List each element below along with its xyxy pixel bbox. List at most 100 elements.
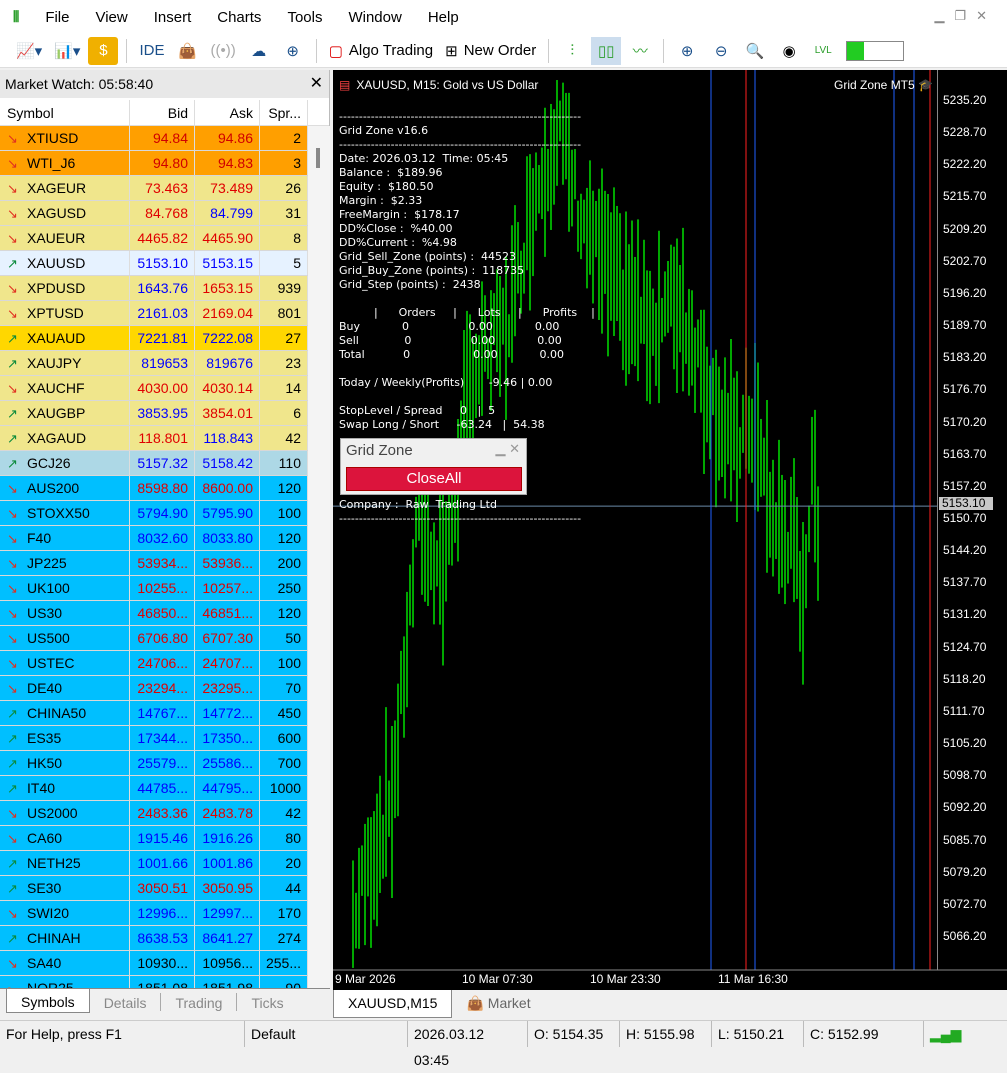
account-icon[interactable]: ◉ xyxy=(782,42,796,60)
overlay-line: Margin : $2.33 xyxy=(339,194,423,207)
spread: 100 xyxy=(260,651,308,675)
symbol-row[interactable]: ↘ XPDUSD 1643.76 1653.15 939 xyxy=(0,276,308,301)
ask: 7222.08 xyxy=(195,326,260,350)
col-ask[interactable]: Ask xyxy=(195,100,260,125)
ask: 3854.01 xyxy=(195,401,260,425)
indicators-icon[interactable]: 📊▾ xyxy=(54,42,81,60)
bid: 8638.53 xyxy=(130,926,195,950)
overlay-line: StopLevel / Spread 0 | 5 xyxy=(339,404,496,417)
symbol-row[interactable]: ↗ NETH25 1001.66 1001.86 20 xyxy=(0,851,308,876)
symbol-row[interactable]: ↗ SE30 3050.51 3050.95 44 xyxy=(0,876,308,901)
symbol-row[interactable]: ↘ STOXX50 5794.90 5795.90 100 xyxy=(0,501,308,526)
bar-chart-icon[interactable]: ⫶ xyxy=(570,42,575,59)
symbol-row[interactable]: ↘ AUS200 8598.80 8600.00 120 xyxy=(0,476,308,501)
market-watch-scrollbar[interactable] xyxy=(308,126,330,988)
symbol-row[interactable]: ↘ XAGEUR 73.463 73.489 26 xyxy=(0,176,308,201)
window-controls[interactable]: ▁❐✕ xyxy=(934,8,997,23)
tab-xauusd-m15[interactable]: XAUUSD,M15 xyxy=(333,990,453,1018)
lvl-icon[interactable]: LVL xyxy=(814,45,832,56)
zoom-out-icon[interactable]: ⊖ xyxy=(714,42,728,60)
symbol-row[interactable]: ↘ US2000 2483.36 2483.78 42 xyxy=(0,801,308,826)
symbol: XAGAUD xyxy=(27,429,87,446)
symbol-row[interactable]: ↗ CHINAH 8638.53 8641.27 274 xyxy=(0,926,308,951)
ide-button[interactable]: IDE xyxy=(139,42,165,59)
symbol-row[interactable]: ↗ CHINA50 14767... 14772... 450 xyxy=(0,701,308,726)
symbol-row[interactable]: ↘ XTIUSD 94.84 94.86 2 xyxy=(0,126,308,151)
symbol-row[interactable]: ↘ F40 8032.60 8033.80 120 xyxy=(0,526,308,551)
close-all-button[interactable]: CloseAll xyxy=(346,467,522,491)
tab-market[interactable]: 👜 Market xyxy=(466,995,531,1011)
panel-controls[interactable]: ▁ ✕ xyxy=(495,441,520,456)
symbol-row[interactable]: ↘ XAGUSD 84.768 84.799 31 xyxy=(0,201,308,226)
expert-advisor-label[interactable]: Grid Zone MT5 🎓 xyxy=(834,78,933,92)
symbol-row[interactable]: ↘ SA40 10930... 10956... 255... xyxy=(0,951,308,976)
symbol-row[interactable]: ↗ XAUAUD 7221.81 7222.08 27 xyxy=(0,326,308,351)
candlestick-icon[interactable]: ▯▯ xyxy=(591,36,622,65)
symbol-row[interactable]: ↘ UK100 10255... 10257... 250 xyxy=(0,576,308,601)
spread: 1000 xyxy=(260,776,308,800)
spread: 110 xyxy=(260,451,308,475)
vps-icon[interactable]: ⊕ xyxy=(286,42,299,60)
symbol-row[interactable]: ↘ DE40 23294... 23295... 70 xyxy=(0,676,308,701)
bid: 819653 xyxy=(130,351,195,375)
col-spread[interactable]: Spr... xyxy=(260,100,308,125)
symbol-row[interactable]: ↗ HK50 25579... 25586... 700 xyxy=(0,751,308,776)
zoom-in-icon[interactable]: ⊕ xyxy=(680,42,694,60)
ask: 10257... xyxy=(195,576,260,600)
tab-symbols[interactable]: Symbols xyxy=(6,989,90,1013)
col-symbol[interactable]: Symbol xyxy=(0,100,130,125)
symbol-row[interactable]: ↗ GCJ26 5157.32 5158.42 110 xyxy=(0,451,308,476)
symbol-row[interactable]: ↗ IT40 44785... 44795... 1000 xyxy=(0,776,308,801)
signal-icon[interactable]: ((•)) xyxy=(210,42,236,59)
symbol-row[interactable]: ↗ ES35 17344... 17350... 600 xyxy=(0,726,308,751)
bag-icon[interactable]: 👜 xyxy=(178,42,197,60)
symbol-row[interactable]: ↘ XAUCHF 4030.00 4030.14 14 xyxy=(0,376,308,401)
menu-help[interactable]: Help xyxy=(427,8,459,26)
chart-window[interactable]: ▤ XAUUSD, M15: Gold vs US Dollar Grid Zon… xyxy=(333,70,1007,990)
cloud-icon[interactable]: ☁ xyxy=(251,42,267,60)
symbol-row[interactable]: ↘ XAUEUR 4465.82 4465.90 8 xyxy=(0,226,308,251)
spread: 801 xyxy=(260,301,308,325)
symbol-row[interactable]: ↗ XAUUSD 5153.10 5153.15 5 xyxy=(0,251,308,276)
menu-charts[interactable]: Charts xyxy=(217,8,262,26)
menu-insert[interactable]: Insert xyxy=(153,8,192,26)
arrow-up-icon: ↗ xyxy=(7,705,18,721)
search-icon[interactable]: 🔍 xyxy=(745,42,765,60)
menu-view[interactable]: View xyxy=(95,8,128,26)
symbol: SWI20 xyxy=(27,904,70,921)
plus-icon: ⊞ xyxy=(445,42,458,60)
spread: 170 xyxy=(260,901,308,925)
symbol-row[interactable]: ↘ WTI_J6 94.80 94.83 3 xyxy=(0,151,308,176)
line-chart-icon[interactable]: 〰 xyxy=(632,43,648,60)
chart-type-icon[interactable]: 📈▾ xyxy=(16,42,43,60)
symbol-row[interactable]: ↘ US30 46850... 46851... 120 xyxy=(0,601,308,626)
bid: 4030.00 xyxy=(130,376,195,400)
bid: 8598.80 xyxy=(130,476,195,500)
symbol-row[interactable]: ↘ SWI20 12996... 12997... 170 xyxy=(0,901,308,926)
overlay-line: DD%Close : %40.00 xyxy=(339,222,453,235)
algo-trading-button[interactable]: ▢ Algo Trading xyxy=(328,42,434,60)
symbol-row[interactable]: ↘ CA60 1915.46 1916.26 80 xyxy=(0,826,308,851)
symbol-row[interactable]: ↘ US500 6706.80 6707.30 50 xyxy=(0,626,308,651)
new-order-button[interactable]: ⊞ New Order xyxy=(445,42,537,60)
menu-file[interactable]: File xyxy=(45,8,70,26)
symbol-row[interactable]: ↗ XAUJPY 819653 819676 23 xyxy=(0,351,308,376)
symbol-row[interactable]: ↘ XPTUSD 2161.03 2169.04 801 xyxy=(0,301,308,326)
tab-details[interactable]: Details xyxy=(90,993,162,1011)
bid: 10255... xyxy=(130,576,195,600)
tab-ticks[interactable]: Ticks xyxy=(251,995,284,1011)
market-icon[interactable]: $ xyxy=(88,36,119,65)
tab-trading[interactable]: Trading xyxy=(161,993,238,1011)
close-icon[interactable]: ✕ xyxy=(309,75,323,92)
symbol-row[interactable]: ↗ XAGAUD 118.801 118.843 42 xyxy=(0,426,308,451)
menu-window[interactable]: Window xyxy=(348,8,402,26)
menu-tools[interactable]: Tools xyxy=(287,8,323,26)
symbol-row[interactable]: ↘ USTEC 24706... 24707... 100 xyxy=(0,651,308,676)
scrollbar-thumb[interactable] xyxy=(316,148,320,168)
bid: 5153.10 xyxy=(130,251,195,275)
col-bid[interactable]: Bid xyxy=(130,100,195,125)
symbol: UK100 xyxy=(27,579,70,596)
symbol-row[interactable]: ↗ XAUGBP 3853.95 3854.01 6 xyxy=(0,401,308,426)
bid: 53934... xyxy=(130,551,195,575)
symbol-row[interactable]: ↘ JP225 53934... 53936... 200 xyxy=(0,551,308,576)
